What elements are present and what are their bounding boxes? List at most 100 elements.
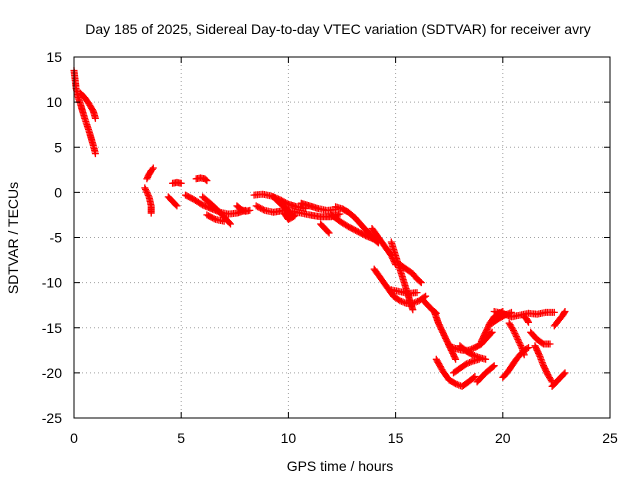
data-point bbox=[487, 329, 495, 337]
data-point bbox=[535, 349, 542, 357]
data-point bbox=[507, 308, 515, 316]
series-arc-24 bbox=[387, 286, 421, 297]
data-point bbox=[542, 366, 550, 374]
data-point bbox=[220, 217, 228, 225]
axis-ticks bbox=[73, 56, 611, 419]
data-point bbox=[143, 188, 151, 196]
series-arc-30 bbox=[456, 342, 490, 363]
data-point bbox=[524, 317, 532, 325]
series-arc-4 bbox=[141, 184, 155, 217]
data-point bbox=[144, 190, 152, 198]
data-point bbox=[210, 215, 218, 223]
series-arc-1 bbox=[70, 67, 99, 158]
data-point bbox=[561, 308, 569, 315]
x-tick-label: 0 bbox=[70, 430, 78, 446]
data-point bbox=[516, 340, 524, 348]
data-point bbox=[510, 327, 517, 334]
data-point bbox=[422, 292, 430, 300]
data-point bbox=[453, 380, 461, 388]
data-point bbox=[441, 333, 449, 341]
data-point bbox=[482, 327, 490, 335]
data-point bbox=[417, 279, 425, 287]
data-point bbox=[525, 318, 532, 326]
data-point bbox=[560, 309, 568, 317]
series-arc-27 bbox=[432, 355, 479, 390]
data-point bbox=[561, 369, 569, 377]
data-point bbox=[452, 380, 460, 388]
data-point bbox=[452, 355, 460, 363]
data-point bbox=[450, 352, 458, 360]
data-point bbox=[440, 331, 448, 339]
series-arc-6 bbox=[169, 178, 185, 187]
data-point bbox=[464, 359, 472, 367]
data-point bbox=[449, 349, 457, 357]
series-arc-37 bbox=[520, 313, 532, 326]
data-point bbox=[471, 373, 479, 380]
data-point bbox=[480, 331, 488, 339]
data-point bbox=[144, 191, 152, 199]
data-point bbox=[482, 355, 490, 363]
data-point bbox=[203, 177, 211, 185]
data-point bbox=[144, 173, 152, 181]
data-point bbox=[517, 342, 525, 349]
series-arc-7 bbox=[192, 174, 211, 185]
data-point bbox=[442, 336, 450, 344]
data-point bbox=[472, 352, 480, 360]
y-tick-label: -15 bbox=[42, 320, 62, 336]
series-arc-36 bbox=[505, 319, 528, 359]
chart-title: Day 185 of 2025, Sidereal Day-to-day VTE… bbox=[85, 21, 591, 37]
data-point bbox=[540, 363, 548, 371]
data-point bbox=[489, 363, 497, 371]
data-point bbox=[450, 351, 457, 359]
y-tick-label: 10 bbox=[46, 94, 62, 110]
data-point bbox=[440, 330, 447, 338]
data-point bbox=[482, 328, 490, 336]
y-axis-label: SDTVAR / TECUs bbox=[5, 182, 21, 294]
y-tick-labels: -25 -20 -15 -10 -5 0 5 10 15 bbox=[42, 49, 62, 426]
data-point bbox=[469, 351, 477, 359]
data-point bbox=[147, 209, 155, 217]
series-arc-17 bbox=[317, 220, 333, 237]
data-point bbox=[478, 336, 486, 344]
data-point bbox=[447, 343, 455, 350]
data-point bbox=[409, 306, 417, 314]
data-point bbox=[173, 202, 181, 210]
data-point bbox=[532, 345, 540, 353]
series-arc-9 bbox=[199, 193, 234, 228]
series-arc-3 bbox=[143, 164, 157, 183]
data-point bbox=[435, 321, 443, 329]
data-point bbox=[148, 165, 156, 173]
series-arc-16 bbox=[297, 199, 340, 214]
data-point bbox=[542, 368, 550, 376]
series-arc-40 bbox=[550, 308, 569, 330]
data-point bbox=[481, 330, 489, 338]
data-point bbox=[259, 206, 267, 214]
series-arc-11 bbox=[233, 202, 254, 215]
series-arc-10 bbox=[203, 211, 228, 225]
data-point bbox=[202, 176, 210, 184]
data-point bbox=[451, 354, 459, 362]
data-point bbox=[467, 358, 475, 366]
data-point bbox=[325, 229, 333, 237]
series-arc-32 bbox=[473, 362, 498, 386]
data-point bbox=[466, 359, 474, 366]
series-arc-38 bbox=[527, 328, 554, 348]
y-tick-label: -10 bbox=[42, 275, 62, 291]
data-point bbox=[142, 187, 150, 195]
data-point bbox=[462, 360, 470, 368]
data-point bbox=[437, 325, 445, 333]
data-point bbox=[413, 289, 421, 297]
data-point bbox=[436, 322, 444, 330]
data-point bbox=[514, 336, 522, 343]
series-arc-15 bbox=[280, 209, 299, 223]
data-point bbox=[290, 213, 297, 221]
data-point bbox=[444, 339, 452, 347]
data-point bbox=[143, 175, 151, 183]
series-arc-23 bbox=[396, 261, 425, 287]
data-point bbox=[513, 334, 521, 342]
x-tick-label: 20 bbox=[495, 430, 511, 446]
data-point bbox=[416, 278, 424, 286]
data-point bbox=[520, 351, 528, 359]
y-tick-label: 5 bbox=[54, 139, 62, 155]
data-point bbox=[533, 346, 541, 354]
